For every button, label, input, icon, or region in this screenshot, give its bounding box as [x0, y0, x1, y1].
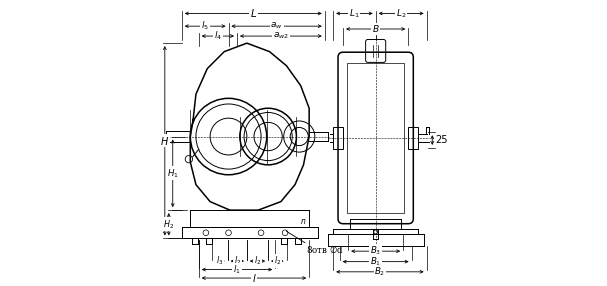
Text: $H$: $H$	[160, 135, 169, 147]
Text: $L_1$: $L_1$	[349, 7, 360, 20]
Text: $l_2$: $l_2$	[274, 255, 281, 267]
Bar	[347, 63, 404, 213]
Text: $l_5$: $l_5$	[201, 20, 209, 32]
Text: $l$: $l$	[252, 272, 256, 284]
Text: $l_1$: $l_1$	[233, 263, 241, 276]
Text: $l_2$: $l_2$	[234, 255, 241, 267]
Text: $B$: $B$	[372, 23, 379, 35]
Text: $L_2$: $L_2$	[396, 7, 406, 20]
Text: $l_3$: $l_3$	[216, 255, 223, 267]
Bar	[333, 127, 343, 148]
Text: $a_w$: $a_w$	[270, 21, 283, 31]
Text: $a_{w2}$: $a_{w2}$	[273, 31, 289, 41]
Text: $B_1$: $B_1$	[370, 255, 381, 268]
Text: $l_4$: $l_4$	[214, 30, 222, 42]
Text: $n$: $n$	[300, 217, 307, 226]
Text: $B_3$: $B_3$	[370, 245, 381, 257]
Text: 25: 25	[436, 135, 448, 145]
Text: $H_2$: $H_2$	[163, 218, 174, 231]
Text: 8отв $\varnothing$d: 8отв $\varnothing$d	[307, 244, 344, 255]
Text: $L$: $L$	[249, 7, 257, 19]
Text: $B_2$: $B_2$	[375, 266, 385, 278]
Text: $l_2$: $l_2$	[254, 255, 261, 267]
Bar	[409, 127, 418, 148]
Text: $H_1$: $H_1$	[167, 167, 178, 180]
